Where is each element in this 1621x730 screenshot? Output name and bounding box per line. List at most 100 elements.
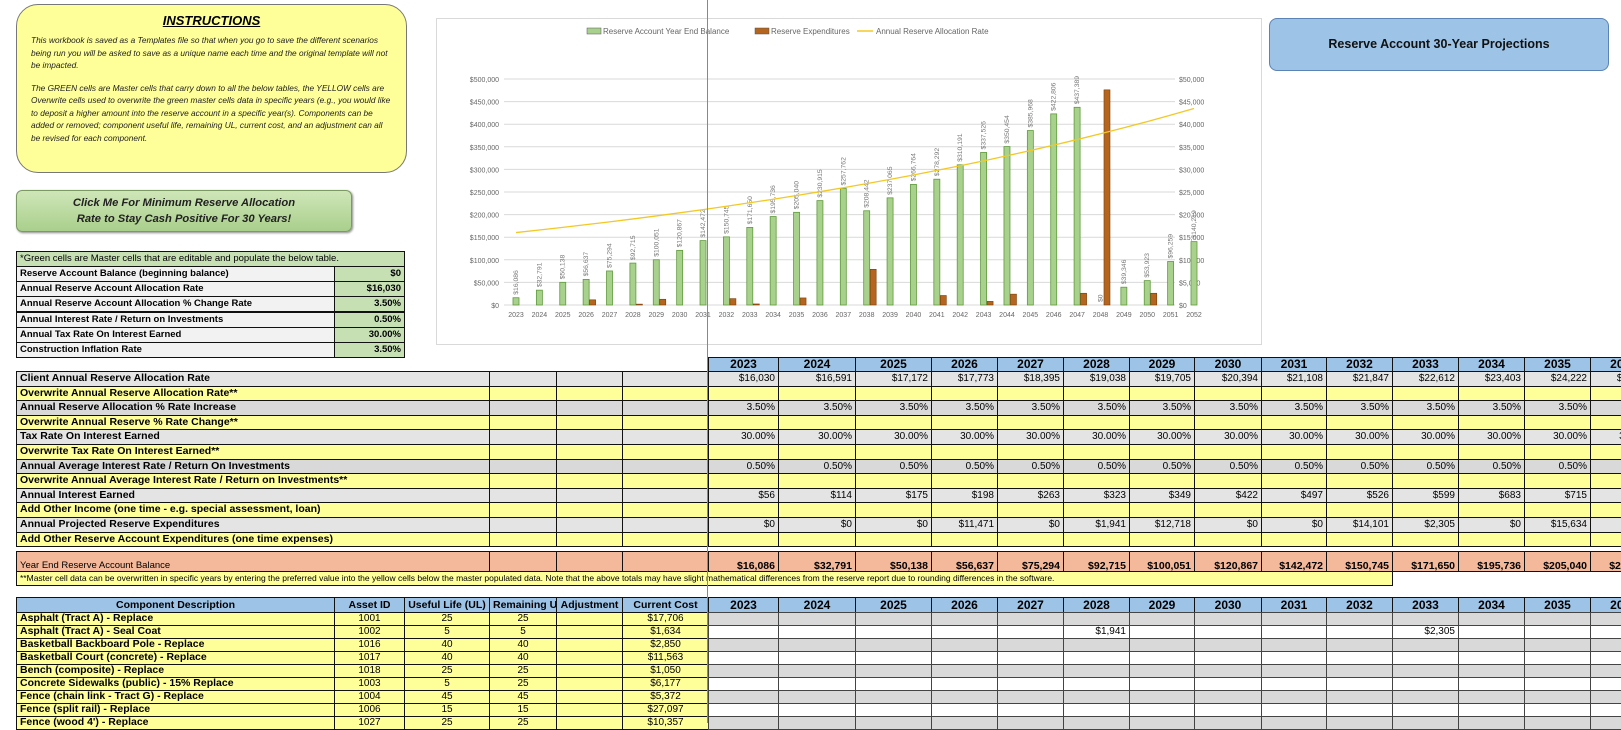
overwrite-input[interactable]: [1194, 531, 1262, 548]
component-desc[interactable]: Fence (wood 4') - Replace: [16, 716, 335, 730]
component-adj[interactable]: [556, 651, 623, 665]
blank-cell[interactable]: [622, 473, 708, 489]
overwrite-input[interactable]: [1063, 414, 1130, 431]
overwrite-input[interactable]: [708, 444, 779, 460]
component-rul[interactable]: 5: [489, 625, 557, 639]
overwrite-input[interactable]: [1458, 414, 1525, 431]
overwrite-input[interactable]: [778, 473, 856, 489]
overwrite-input[interactable]: [1590, 531, 1621, 548]
overwrite-input[interactable]: [1524, 531, 1591, 548]
component-cost[interactable]: $17,706: [622, 612, 709, 626]
overwrite-input[interactable]: [931, 444, 998, 460]
overwrite-input[interactable]: [1392, 531, 1459, 548]
component-cost[interactable]: $6,177: [622, 677, 709, 691]
overwrite-input[interactable]: [1524, 414, 1591, 431]
overwrite-input[interactable]: [997, 385, 1064, 402]
overwrite-input[interactable]: [1458, 502, 1525, 518]
blank-cell[interactable]: [556, 502, 623, 518]
overwrite-input[interactable]: [1458, 473, 1525, 489]
blank-cell[interactable]: [622, 517, 708, 533]
blank-cell[interactable]: [489, 517, 557, 533]
overwrite-input[interactable]: [778, 414, 856, 431]
overwrite-input[interactable]: [1458, 531, 1525, 548]
blank-cell[interactable]: [489, 385, 557, 402]
overwrite-input[interactable]: [1590, 473, 1621, 489]
overwrite-input[interactable]: [997, 414, 1064, 431]
overwrite-input[interactable]: [855, 414, 932, 431]
overwrite-input[interactable]: [1063, 385, 1130, 402]
component-ul[interactable]: 40: [404, 638, 490, 652]
master-value-input[interactable]: $0: [334, 266, 405, 282]
overwrite-input[interactable]: [778, 531, 856, 548]
blank-cell[interactable]: [556, 444, 623, 460]
overwrite-input[interactable]: [1194, 414, 1262, 431]
overwrite-input[interactable]: [1194, 385, 1262, 402]
minimum-allocation-button[interactable]: Click Me For Minimum Reserve Allocation …: [16, 190, 352, 232]
component-adj[interactable]: [556, 716, 623, 730]
blank-cell[interactable]: [556, 414, 623, 431]
blank-cell[interactable]: [489, 429, 557, 445]
component-cost[interactable]: $11,563: [622, 651, 709, 665]
blank-cell[interactable]: [622, 414, 708, 431]
blank-cell[interactable]: [622, 385, 708, 402]
overwrite-input[interactable]: [1063, 531, 1130, 548]
overwrite-input[interactable]: [1392, 444, 1459, 460]
overwrite-input[interactable]: [708, 414, 779, 431]
blank-cell[interactable]: [489, 400, 557, 416]
overwrite-input[interactable]: [1326, 531, 1393, 548]
component-cost[interactable]: $27,097: [622, 703, 709, 717]
overwrite-input[interactable]: [1129, 473, 1195, 489]
blank-cell[interactable]: [622, 502, 708, 518]
overwrite-input[interactable]: [1194, 444, 1262, 460]
overwrite-input[interactable]: [931, 473, 998, 489]
overwrite-input[interactable]: [997, 473, 1064, 489]
component-rul[interactable]: 25: [489, 716, 557, 730]
component-ul[interactable]: 15: [404, 703, 490, 717]
component-desc[interactable]: Basketball Court (concrete) - Replace: [16, 651, 335, 665]
component-adj[interactable]: [556, 690, 623, 704]
overwrite-input[interactable]: [1392, 385, 1459, 402]
reserve-chart[interactable]: $0 $50,000 $100,000 $150,000 $200,000 $250,00…: [436, 18, 1262, 345]
overwrite-input[interactable]: [1524, 385, 1591, 402]
component-desc[interactable]: Concrete Sidewalks (public) - 15% Replac…: [16, 677, 335, 691]
overwrite-input[interactable]: [1458, 444, 1525, 460]
component-rul[interactable]: 25: [489, 664, 557, 678]
overwrite-input[interactable]: [997, 502, 1064, 518]
component-ul[interactable]: 25: [404, 612, 490, 626]
overwrite-input[interactable]: [1063, 444, 1130, 460]
overwrite-input[interactable]: [1392, 473, 1459, 489]
overwrite-input[interactable]: [931, 531, 998, 548]
component-rul[interactable]: 15: [489, 703, 557, 717]
component-rul[interactable]: 25: [489, 677, 557, 691]
component-desc[interactable]: Fence (chain link - Tract G) - Replace: [16, 690, 335, 704]
overwrite-input[interactable]: [778, 502, 856, 518]
overwrite-input[interactable]: [855, 385, 932, 402]
overwrite-input[interactable]: [708, 473, 779, 489]
blank-cell[interactable]: [489, 531, 557, 548]
overwrite-input[interactable]: [1590, 502, 1621, 518]
blank-cell[interactable]: [556, 385, 623, 402]
overwrite-input[interactable]: [1261, 414, 1327, 431]
component-rul[interactable]: 25: [489, 612, 557, 626]
component-desc[interactable]: Asphalt (Tract A) - Replace: [16, 612, 335, 626]
overwrite-input[interactable]: [1129, 385, 1195, 402]
overwrite-input[interactable]: [778, 385, 856, 402]
overwrite-input[interactable]: [855, 444, 932, 460]
blank-cell[interactable]: [556, 458, 623, 475]
blank-cell[interactable]: [556, 531, 623, 548]
component-desc[interactable]: Fence (split rail) - Replace: [16, 703, 335, 717]
blank-cell[interactable]: [556, 429, 623, 445]
component-ul[interactable]: 25: [404, 664, 490, 678]
overwrite-input[interactable]: [1524, 444, 1591, 460]
component-cost[interactable]: $1,634: [622, 625, 709, 639]
overwrite-input[interactable]: [997, 531, 1064, 548]
component-id[interactable]: 1003: [334, 677, 405, 691]
master-value-input[interactable]: 0.50%: [334, 311, 405, 328]
overwrite-input[interactable]: [855, 502, 932, 518]
overwrite-input[interactable]: [1458, 385, 1525, 402]
overwrite-input[interactable]: [997, 444, 1064, 460]
overwrite-input[interactable]: [1129, 444, 1195, 460]
component-adj[interactable]: [556, 638, 623, 652]
overwrite-input[interactable]: [1194, 502, 1262, 518]
blank-cell[interactable]: [622, 400, 708, 416]
